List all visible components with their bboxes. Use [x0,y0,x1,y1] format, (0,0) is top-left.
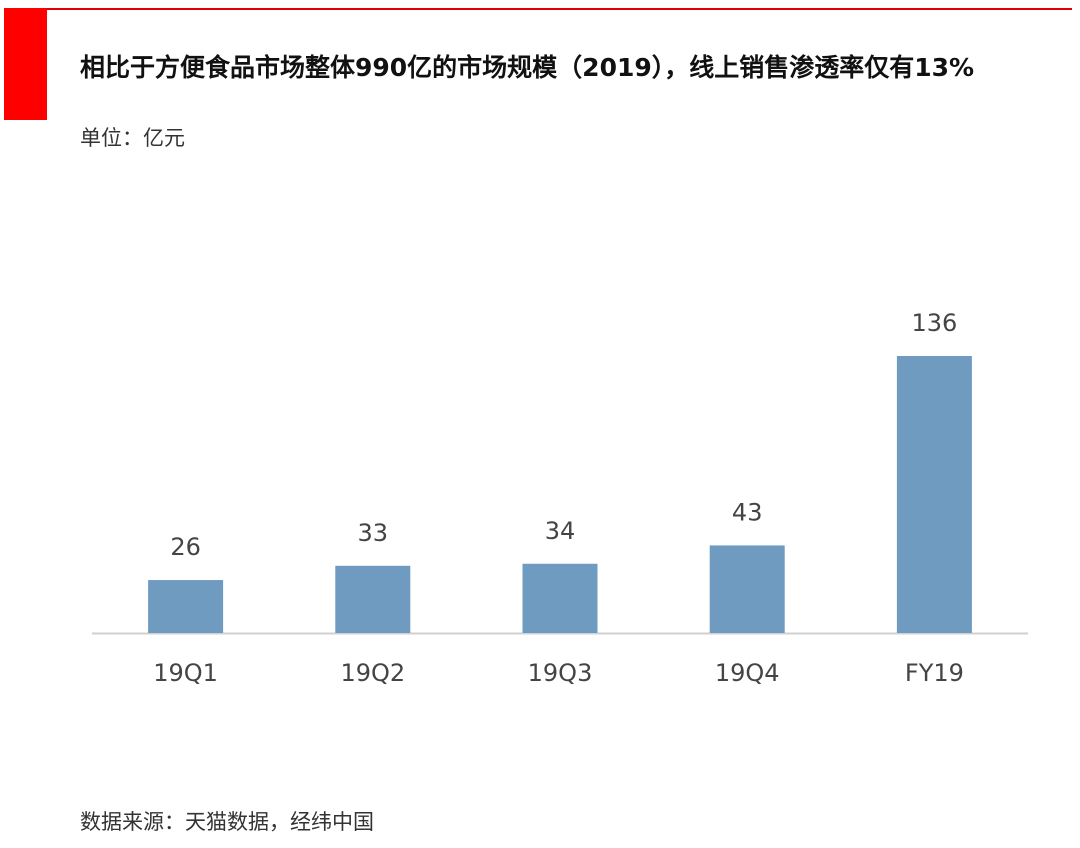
data-label: 33 [358,519,389,547]
bar-fy19 [896,356,972,633]
x-tick-label: 19Q4 [715,659,780,687]
x-tick-label: 19Q1 [153,659,218,687]
data-label: 136 [911,309,957,337]
bar-19q2 [335,565,411,633]
source-note: 数据来源：天猫数据，经纬中国 [80,810,374,834]
x-tick-label: 19Q2 [340,659,405,687]
bar-19q3 [522,563,598,633]
data-label: 34 [545,517,576,545]
data-label: 26 [170,533,201,561]
x-tick-label: FY19 [905,659,964,687]
bar-19q4 [709,545,785,633]
bar-19q1 [148,580,224,633]
top-divider-line [47,8,1072,10]
data-label: 43 [732,498,763,526]
page-title: 相比于方便食品市场整体990亿的市场规模（2019），线上销售渗透率仅有13% [80,53,975,82]
unit-label: 单位：亿元 [80,126,185,150]
x-tick-label: 19Q3 [528,659,593,687]
red-accent-block [4,8,47,120]
